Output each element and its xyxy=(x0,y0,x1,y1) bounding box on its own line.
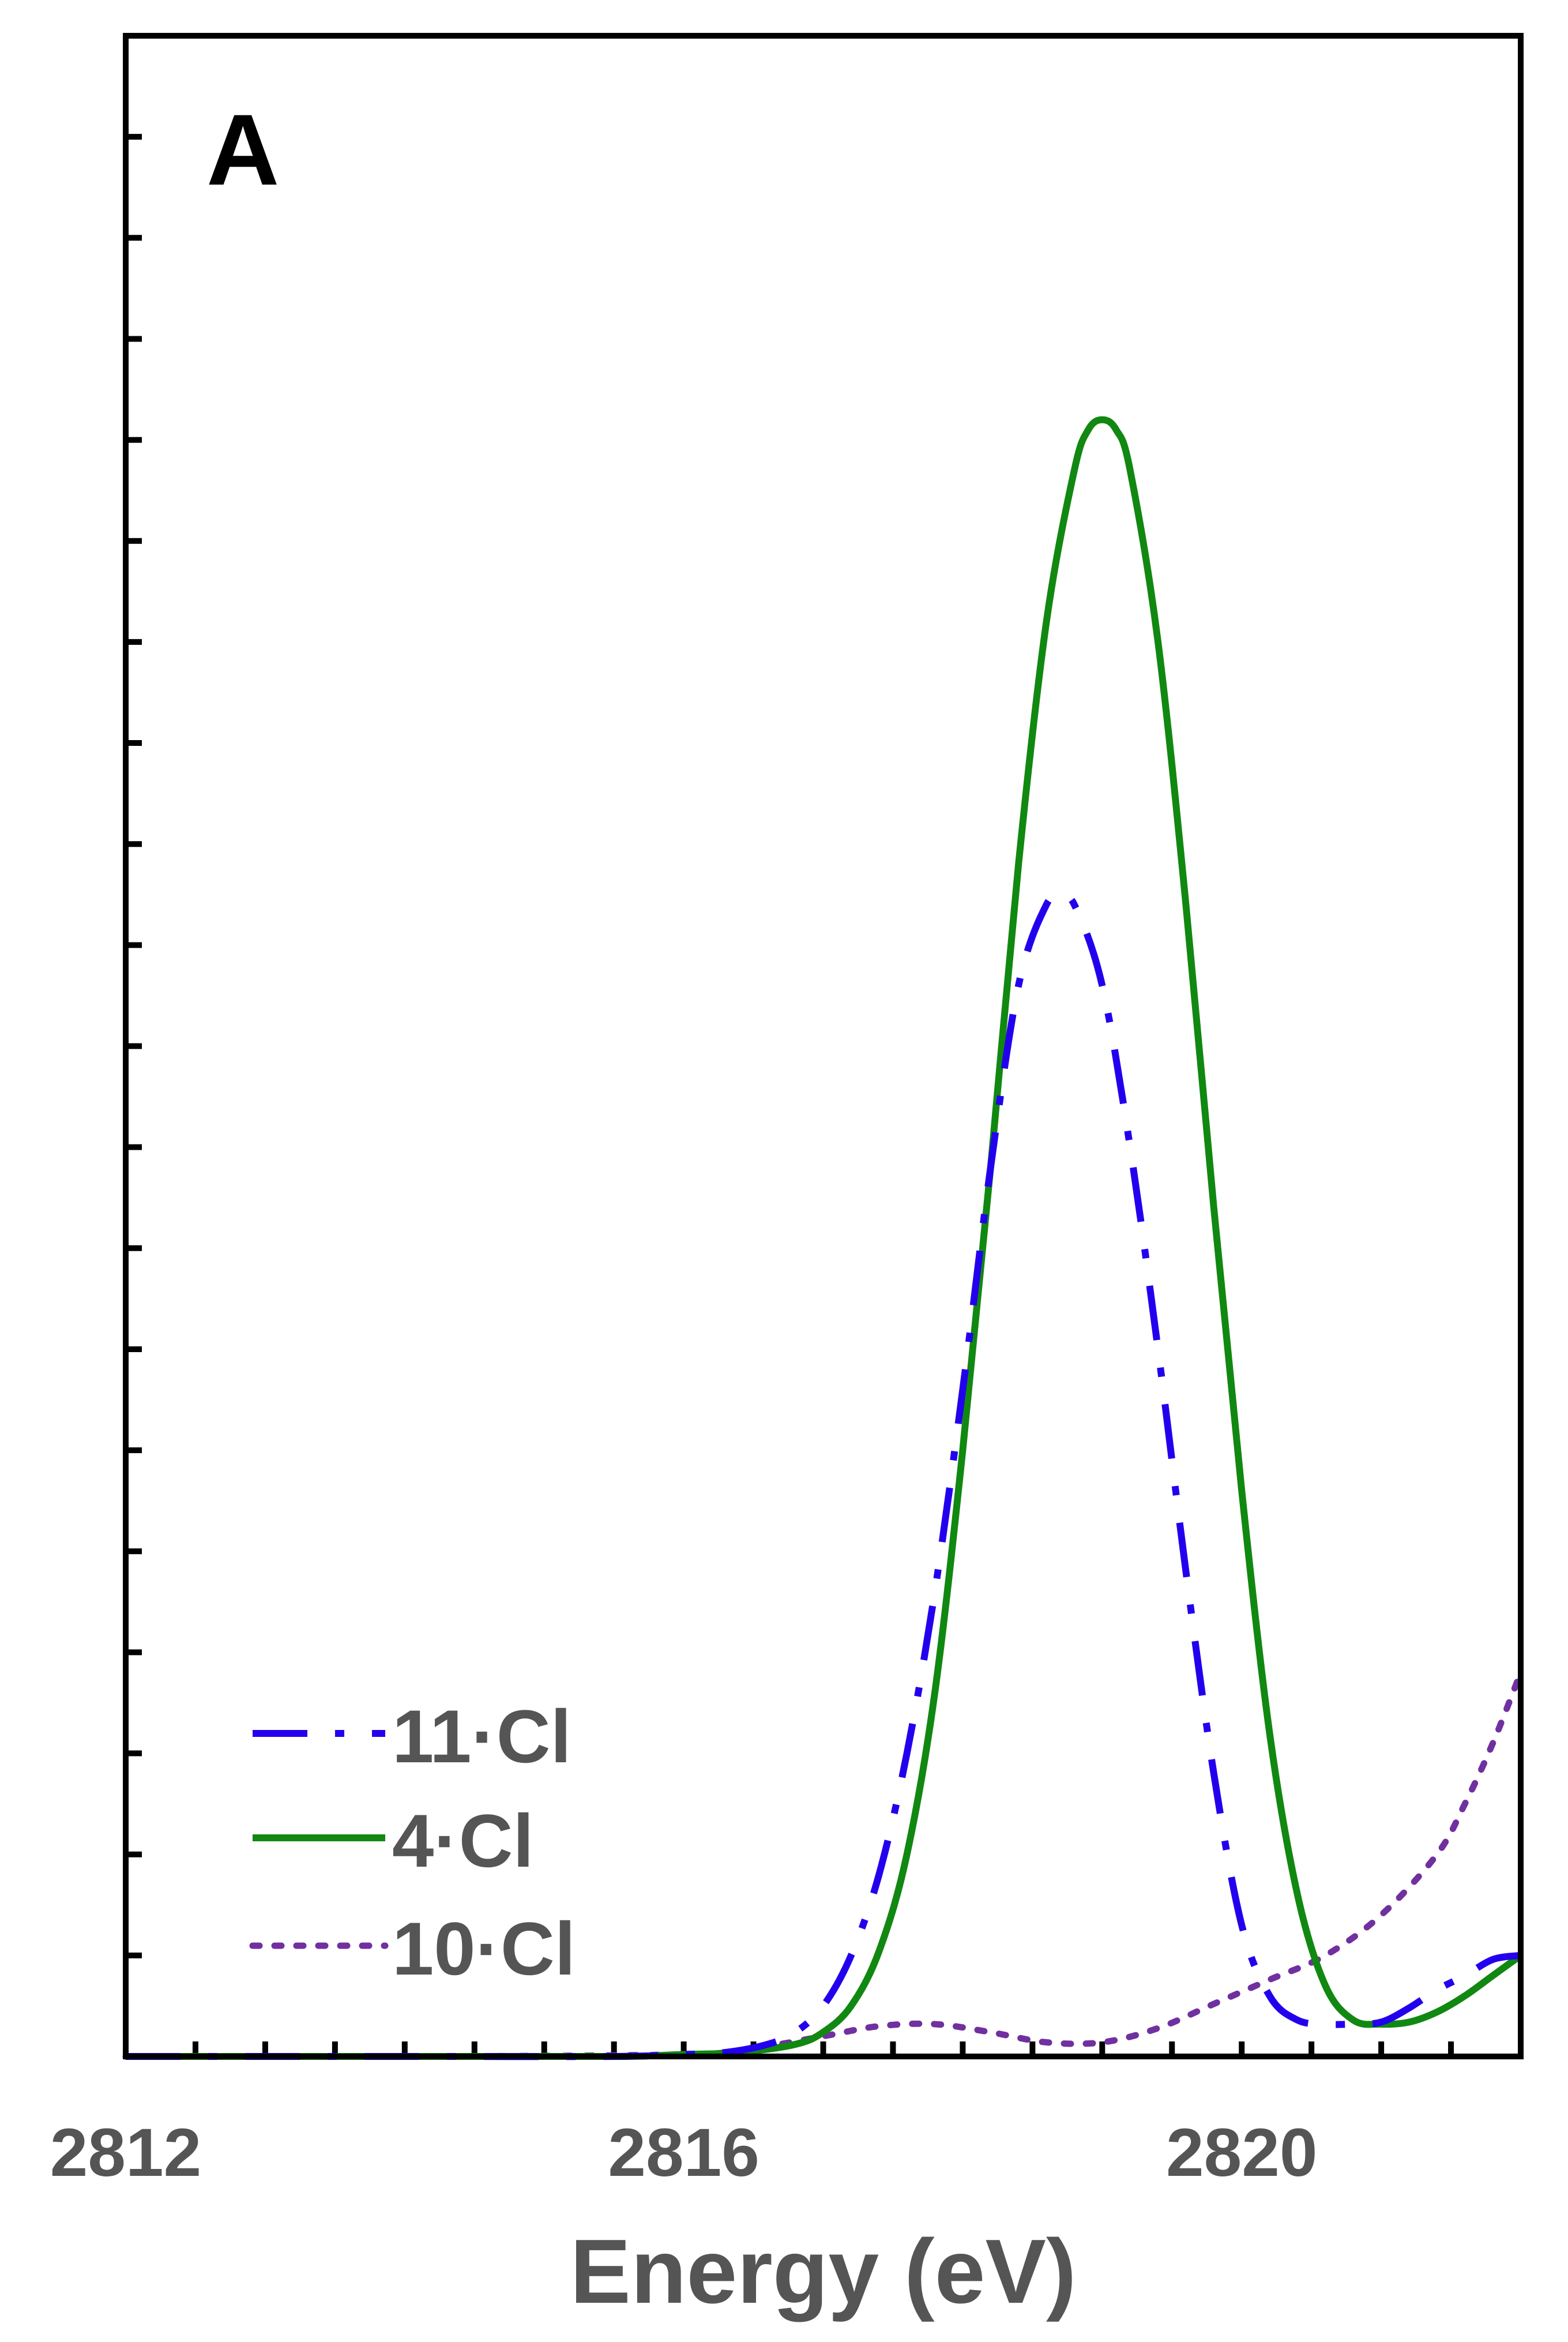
x-tick-label: 2816 xyxy=(608,2115,759,2191)
series-line xyxy=(126,894,1521,2060)
legend-label: 10·Cl xyxy=(392,1906,576,1991)
legend: 11·Cl 4·Cl 10·Cl xyxy=(249,1694,576,1991)
series-line xyxy=(122,1669,1524,2060)
x-tick-label: 2820 xyxy=(1166,2115,1318,2191)
x-tick-labels: 2812 2816 2820 xyxy=(50,2115,1318,2191)
axis-ticks xyxy=(123,33,1524,2056)
x-axis-title: Energy (eV) xyxy=(570,2221,1076,2322)
legend-label: 4·Cl xyxy=(392,1799,534,1883)
panel-label: A xyxy=(206,94,279,207)
plot-frame xyxy=(123,33,1524,2059)
series-line xyxy=(126,416,1523,2060)
plot-series xyxy=(122,416,1524,2060)
legend-label: 11·Cl xyxy=(392,1694,571,1778)
x-tick-label: 2812 xyxy=(50,2115,202,2191)
